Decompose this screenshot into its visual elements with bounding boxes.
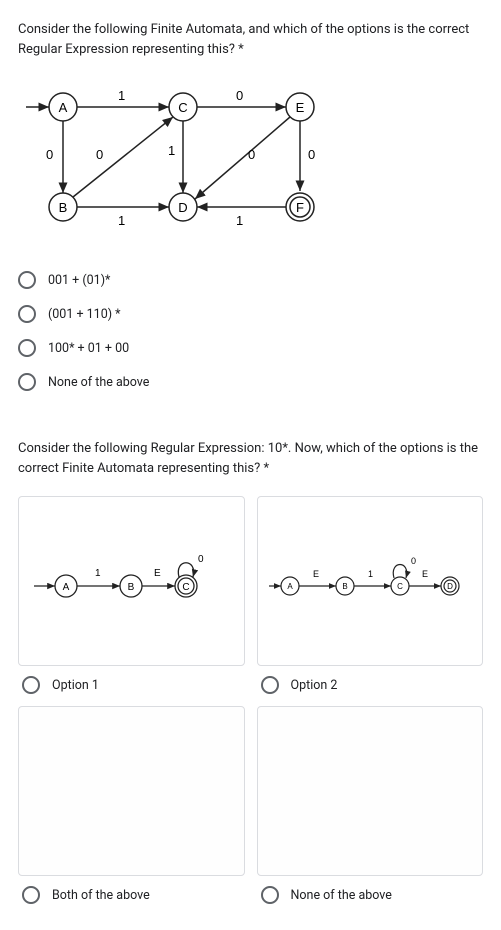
edge-label: 0	[198, 554, 204, 565]
radio-icon	[22, 886, 40, 904]
node-label: B	[128, 582, 135, 593]
q2-card-both[interactable]	[18, 706, 245, 876]
option-label: 100* + 01 + 00	[48, 341, 129, 356]
option-label: None of the above	[291, 888, 392, 903]
edge-label: E	[313, 569, 319, 579]
edge-label: 0	[46, 147, 53, 162]
q1-option-3[interactable]: None of the above	[18, 365, 483, 399]
q1-text: Consider the following Finite Automata, …	[18, 20, 483, 59]
radio-icon	[18, 339, 36, 357]
radio-icon	[18, 305, 36, 323]
edge-label: 1	[236, 213, 243, 228]
edge-label: E	[422, 569, 428, 579]
edge-label: 0	[248, 147, 255, 162]
q2-image-grid: 1 E 0 A B C	[18, 496, 483, 666]
edge-label: E	[154, 568, 161, 579]
q2-caption-row-1: Option 1 Option 2	[18, 666, 483, 700]
q2-card-option1[interactable]: 1 E 0 A B C	[18, 496, 245, 666]
option-label: 001 + (01)*	[48, 273, 110, 288]
q2-image-grid-2	[18, 706, 483, 876]
q1-option-1[interactable]: (001 + 110) *	[18, 297, 483, 331]
q2-option-2[interactable]: Both of the above	[18, 876, 245, 910]
radio-icon	[18, 271, 36, 289]
q1-options: 001 + (01)* (001 + 110) * 100* + 01 + 00…	[18, 263, 483, 399]
q2-card-option2[interactable]: E 1 0 E A B C D	[257, 496, 484, 666]
node-label: A	[59, 100, 68, 115]
node-label: C	[397, 582, 403, 591]
radio-icon	[261, 886, 279, 904]
edge-label: 1	[118, 213, 125, 228]
option-label: None of the above	[48, 375, 149, 390]
radio-icon	[18, 373, 36, 391]
edge-label: 0	[96, 147, 103, 162]
q2-option-1[interactable]: Option 2	[257, 666, 484, 700]
option-label: (001 + 110) *	[48, 307, 121, 322]
edge-label: 0	[411, 556, 416, 566]
question-2: Consider the following Regular Expressio…	[18, 439, 483, 910]
edge-label: 1	[168, 143, 175, 158]
radio-icon	[261, 676, 279, 694]
node-label: D	[447, 582, 453, 591]
option-label: Both of the above	[52, 888, 150, 903]
node-label: F	[296, 200, 304, 215]
q1-option-2[interactable]: 100* + 01 + 00	[18, 331, 483, 365]
q1-option-0[interactable]: 001 + (01)*	[18, 263, 483, 297]
q2-option-0[interactable]: Option 1	[18, 666, 245, 700]
node-label: B	[342, 582, 347, 591]
question-1: Consider the following Finite Automata, …	[18, 20, 483, 399]
node-label: A	[63, 582, 70, 593]
node-label: C	[178, 100, 187, 115]
q2-text: Consider the following Regular Expressio…	[18, 439, 483, 478]
edge-label: 1	[118, 88, 125, 103]
q2-card-none[interactable]	[257, 706, 484, 876]
option-label: Option 2	[291, 678, 338, 693]
q1-diagram: 1 0 0 1 0 1 0 0 1 A	[18, 77, 483, 251]
edge-label: 0	[236, 88, 243, 103]
q2-option-3[interactable]: None of the above	[257, 876, 484, 910]
option-label: Option 1	[52, 678, 99, 693]
edge-label: 1	[95, 568, 101, 579]
radio-icon	[22, 676, 40, 694]
node-label: B	[59, 200, 68, 215]
edge-label: 0	[308, 147, 315, 162]
node-label: D	[178, 200, 187, 215]
node-label: E	[296, 100, 305, 115]
node-label: A	[287, 582, 293, 591]
edge-label: 1	[368, 569, 373, 579]
node-label: C	[183, 582, 190, 593]
q2-caption-row-2: Both of the above None of the above	[18, 876, 483, 910]
